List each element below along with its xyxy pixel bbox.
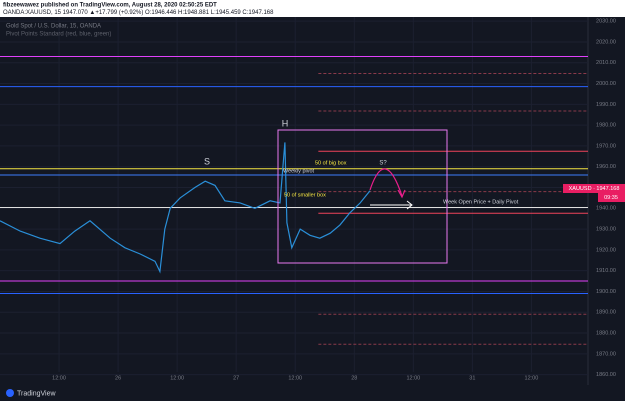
x-tick-label: 28 <box>351 375 357 381</box>
x-tick-label: 31 <box>469 375 475 381</box>
y-tick-label: 1930.00 <box>596 227 616 233</box>
price-tag <box>563 184 625 193</box>
chart-area <box>0 17 625 385</box>
y-tick-label: 1990.00 <box>596 102 616 108</box>
price-line <box>0 142 371 274</box>
x-tick-label: 12:00 <box>52 375 66 381</box>
x-tick-label: 12:00 <box>525 375 539 381</box>
y-tick-label: 2010.00 <box>596 60 616 66</box>
y-tick-label: 1920.00 <box>596 247 616 253</box>
y-tick-label: 2020.00 <box>596 39 616 45</box>
logo <box>6 389 14 397</box>
y-tick-label: 1860.00 <box>596 372 616 378</box>
y-tick-label: 1870.00 <box>596 351 616 357</box>
brand: TradingView <box>17 390 56 397</box>
annotation: H <box>282 118 289 128</box>
arrow <box>369 168 403 197</box>
y-tick-label: 1980.00 <box>596 123 616 129</box>
plot: 1860.00 1870.00 1880.00 1890.00 1900.00 1910.… <box>0 17 616 381</box>
annotation: S? <box>379 161 387 167</box>
author-line: fibzeewawez published on TradingView.com… <box>3 3 217 9</box>
y-tick-label: 1940.00 <box>596 206 616 212</box>
x-tick-label: 12:00 <box>288 375 302 381</box>
y-tick-label: 2000.00 <box>596 81 616 87</box>
x-tick-label: 12:00 <box>170 375 184 381</box>
y-tick-label: 1890.00 <box>596 310 616 316</box>
y-tick-label: 1970.00 <box>596 143 616 149</box>
annotation: Week Open Price + Daily Pivot <box>443 199 519 205</box>
x-tick-label: 26 <box>115 375 121 381</box>
annotation: S <box>204 156 210 166</box>
y-tick-label: 1900.00 <box>596 289 616 295</box>
y-tick-label: 2030.00 <box>596 19 616 25</box>
annotation: 50 of smaller box <box>284 192 326 198</box>
arrow-head <box>406 200 413 210</box>
header-bar <box>0 0 625 17</box>
y-tick-label: 1910.00 <box>596 268 616 274</box>
indicator-label: Pivot Points Standard (red, blue, green) <box>6 32 111 38</box>
x-tick-label: 27 <box>233 375 239 381</box>
footer <box>0 386 625 401</box>
price-label: XAUUSD · 1947.168 <box>569 186 620 192</box>
countdown: 09:35 <box>604 195 618 201</box>
box <box>277 129 448 264</box>
annotation: 50 of big box <box>315 160 347 166</box>
arrow-head <box>397 189 406 199</box>
x-tick-label: 12:00 <box>406 375 420 381</box>
y-tick-label: 1960.00 <box>596 164 616 170</box>
chart-title: Gold Spot / U.S. Dollar, 15, OANDA <box>6 24 101 30</box>
countdown-tag <box>598 193 625 202</box>
annotation: Weekly pivot <box>283 168 315 174</box>
y-tick-label: 1880.00 <box>596 330 616 336</box>
symbol-line: OANDA:XAUUSD, 15 1947.070 ▲+17.799 (+0.9… <box>3 10 274 16</box>
